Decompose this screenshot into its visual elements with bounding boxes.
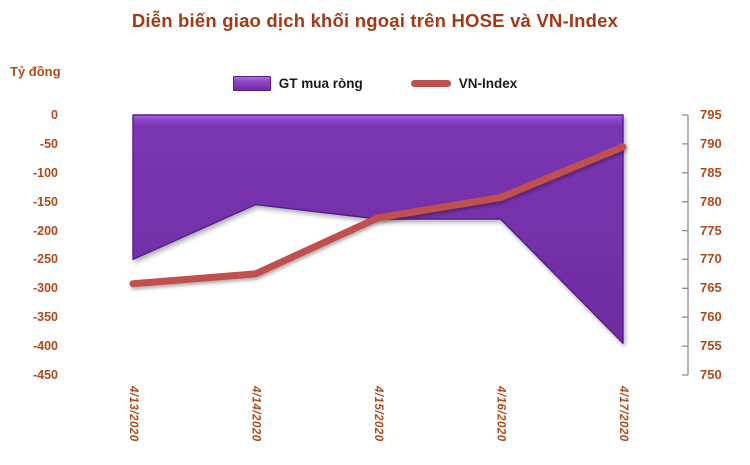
x-axis-label: 4/13/2020 [127,386,139,442]
left-axis-tick: -200 [32,223,58,238]
legend-item-line: VN-Index [410,75,518,91]
right-axis-line [682,114,689,376]
left-axis-tick: -250 [32,252,58,267]
left-axis-tick: -50 [39,136,58,151]
right-axis-tick: 770 [700,251,722,267]
left-axis-tick: -350 [32,310,58,325]
area-series-swatch-icon [232,75,271,91]
left-axis-tick: -100 [32,165,58,180]
legend-item-area: GT mua ròng [232,75,363,91]
right-axis-tick: 750 [700,367,722,382]
x-axis-label: 4/15/2020 [372,386,384,442]
legend: GT mua ròng VN-Index [0,71,750,95]
right-axis-tick: 785 [700,164,722,180]
left-axis-tick: -400 [32,339,58,354]
legend-area-label: GT mua ròng [278,75,363,91]
right-axis-tick: 755 [700,338,722,354]
right-axis-tick: 795 [700,107,722,122]
left-axis-tick: -450 [32,368,58,382]
right-axis-tick: 760 [700,309,722,325]
left-axis-tick: -150 [32,194,58,209]
legend-line-label: VN-Index [458,75,518,91]
right-axis-tick: 780 [700,193,722,209]
x-axis-label: 4/17/2020 [617,386,629,442]
chart-title: Diễn biến giao dịch khối ngoại trên HOSE… [131,10,619,31]
right-axis-tick: 765 [700,280,722,296]
left-axis-unit-label: Tỷ đồng [10,64,61,79]
line-series-vn-index [129,143,627,288]
right-axis-tick: 790 [700,135,722,151]
right-axis-tick: 775 [700,222,722,238]
x-axis-label: 4/16/2020 [494,386,507,442]
left-axis-tick: -300 [32,281,58,296]
left-axis-tick: 0 [51,108,58,122]
area-series-gt-mua-rong [132,114,624,344]
line-series-swatch-icon [410,79,451,87]
x-axis-label: 4/14/2020 [249,386,262,442]
